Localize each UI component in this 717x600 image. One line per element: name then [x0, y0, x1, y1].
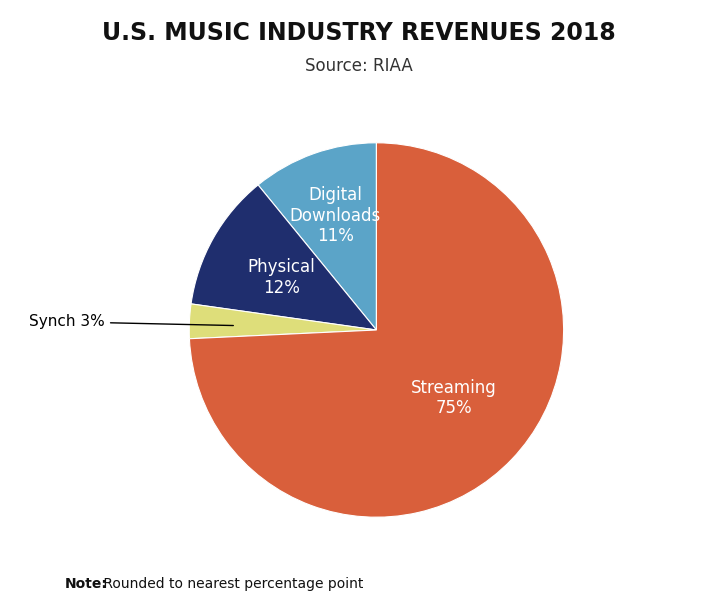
- Text: FIGURE 2: FIGURE 2: [16, 47, 31, 127]
- Text: U.S. MUSIC INDUSTRY REVENUES 2018: U.S. MUSIC INDUSTRY REVENUES 2018: [102, 21, 615, 45]
- Text: Streaming
75%: Streaming 75%: [411, 379, 497, 418]
- Text: Note:: Note:: [65, 577, 108, 591]
- Wedge shape: [191, 185, 376, 330]
- Text: Physical
12%: Physical 12%: [247, 258, 315, 297]
- Text: Synch 3%: Synch 3%: [29, 314, 233, 329]
- Text: Rounded to nearest percentage point: Rounded to nearest percentage point: [99, 577, 364, 591]
- Text: Digital
Downloads
11%: Digital Downloads 11%: [290, 186, 381, 245]
- Wedge shape: [189, 304, 376, 339]
- Wedge shape: [189, 143, 564, 517]
- Wedge shape: [258, 143, 376, 330]
- Text: Source: RIAA: Source: RIAA: [305, 57, 412, 75]
